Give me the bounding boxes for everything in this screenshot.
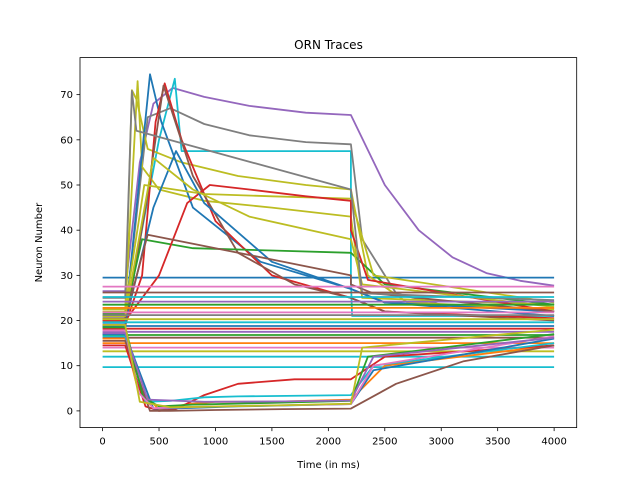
trace-line-8 <box>102 82 555 326</box>
x-tick-label: 2000 <box>316 437 341 448</box>
x-tick-label: 3000 <box>429 437 454 448</box>
x-axis-ticks: 0 500 1000 1500 2000 2500 3000 3500 4000 <box>99 427 567 448</box>
y-tick-label: 50 <box>60 180 73 191</box>
x-tick-label: 4000 <box>541 437 566 448</box>
x-tick-label: 500 <box>149 437 168 448</box>
y-axis-label: Neuron Number <box>34 202 45 283</box>
plot-area <box>79 57 578 428</box>
y-tick-label: 70 <box>60 90 73 101</box>
chart-title: ORN Traces <box>294 38 363 52</box>
trace-line-16 <box>102 90 555 302</box>
x-tick-label: 1000 <box>203 437 228 448</box>
x-tick-label: 1500 <box>259 437 284 448</box>
x-tick-label: 0 <box>99 437 105 448</box>
y-tick-label: 0 <box>67 406 73 417</box>
y-tick-label: 10 <box>60 361 73 372</box>
y-axis-ticks: 0 10 20 30 40 50 60 70 <box>60 90 80 417</box>
trace-line-39 <box>102 335 555 403</box>
trace-lines <box>102 73 555 412</box>
trace-line-45 <box>102 324 555 409</box>
y-tick-label: 20 <box>60 316 73 327</box>
y-tick-label: 30 <box>60 271 73 282</box>
y-tick-label: 40 <box>60 226 73 237</box>
x-tick-label: 2500 <box>372 437 397 448</box>
y-tick-label: 60 <box>60 135 73 146</box>
x-tick-label: 3500 <box>485 437 510 448</box>
trace-line-11 <box>102 184 555 311</box>
x-axis-label: Time (in ms) <box>296 460 360 471</box>
trace-line-14 <box>102 233 555 320</box>
